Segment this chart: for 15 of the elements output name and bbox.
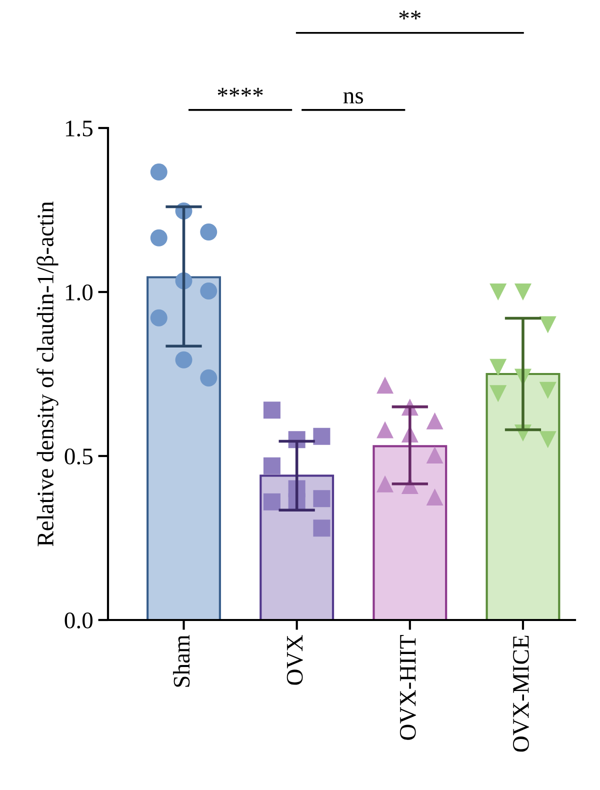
text: ****	[218, 88, 263, 96]
x-tick-label: OVX-MICE	[513, 636, 530, 752]
x-tick-label: OVX-HIIT	[400, 634, 416, 740]
y-tick-label: 0.0	[64, 612, 93, 629]
y-tick-label: 1.5	[66, 120, 92, 137]
x-tick-label: OVX	[286, 635, 303, 685]
x-tick-label: Sham	[173, 634, 190, 687]
bar	[486, 372, 560, 620]
y-axis-title: Relative density of claudin-1/β-actin	[36, 201, 58, 546]
y-tick-label: 1.0	[66, 284, 93, 301]
text: ns	[343, 92, 364, 104]
text: **	[399, 10, 421, 20]
bar	[146, 276, 221, 620]
y-tick-label: 0.5	[64, 448, 92, 465]
bar	[372, 445, 448, 620]
